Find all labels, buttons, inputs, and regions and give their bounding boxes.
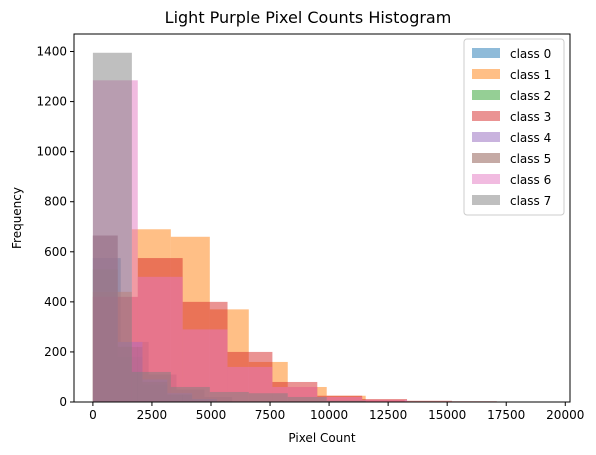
- histogram-bar: [317, 396, 363, 402]
- legend-item: class 7: [472, 194, 551, 208]
- legend-item: class 4: [472, 131, 551, 145]
- chart-title: Light Purple Pixel Counts Histogram: [165, 8, 452, 27]
- legend-label: class 0: [510, 47, 551, 61]
- y-tick-label: 1200: [36, 95, 67, 109]
- legend-item: class 3: [472, 110, 551, 124]
- legend-label: class 7: [510, 194, 551, 208]
- legend-item: class 0: [472, 47, 551, 61]
- histogram-bar: [131, 371, 171, 402]
- legend-label: class 6: [510, 173, 551, 187]
- x-tick-label: 17500: [487, 408, 525, 422]
- legend-swatch: [472, 153, 500, 163]
- x-axis-label: Pixel Count: [288, 431, 356, 445]
- x-tick-label: 7500: [255, 408, 286, 422]
- legend-item: class 6: [472, 173, 551, 187]
- legend-frame: [463, 38, 565, 216]
- x-tick-label: 0: [89, 408, 97, 422]
- legend-item: class 5: [472, 152, 551, 166]
- x-tick-label: 2500: [137, 408, 168, 422]
- y-tick-label: 1000: [36, 145, 67, 159]
- y-tick-label: 200: [44, 345, 67, 359]
- legend-swatch: [472, 195, 500, 205]
- y-axis: 0 200 400 600 800 1000 1200 1400: [36, 45, 74, 409]
- legend-swatch: [472, 111, 500, 121]
- histogram-bar: [170, 386, 210, 402]
- y-tick-label: 600: [44, 245, 67, 259]
- legend-swatch: [472, 90, 500, 100]
- legend-swatch: [472, 48, 500, 58]
- histogram-bar: [407, 400, 452, 402]
- x-tick-label: 12500: [369, 408, 407, 422]
- legend-label: class 2: [510, 89, 551, 103]
- histogram-bars: [92, 52, 542, 402]
- legend: class 0 class 1 class 2 class 3 class 4 class…: [463, 38, 565, 216]
- y-tick-label: 1400: [36, 45, 67, 59]
- legend-item: class 1: [472, 68, 551, 82]
- legend-swatch: [472, 174, 500, 184]
- y-tick-label: 800: [44, 195, 67, 209]
- legend-swatch: [472, 69, 500, 79]
- histogram-bar: [326, 400, 366, 402]
- histogram-bar: [209, 391, 249, 402]
- y-tick-label: 0: [59, 395, 67, 409]
- legend-item: class 2: [472, 89, 551, 103]
- y-axis-label: Frequency: [10, 187, 24, 249]
- legend-label: class 3: [510, 110, 551, 124]
- x-tick-label: 20000: [546, 408, 584, 422]
- x-tick-label: 5000: [196, 408, 227, 422]
- histogram-bar: [362, 400, 408, 402]
- x-axis: 0 2500 5000 7500 10000 12500 15000 17500 20000: [89, 402, 584, 422]
- y-tick-label: 400: [44, 295, 67, 309]
- x-tick-label: 15000: [428, 408, 466, 422]
- legend-label: class 4: [510, 131, 551, 145]
- histogram-bar: [92, 52, 132, 402]
- histogram-bar: [248, 393, 288, 402]
- histogram-bar: [287, 396, 327, 402]
- plot-area-frame: [73, 33, 571, 403]
- legend-swatch: [472, 132, 500, 142]
- x-tick-label: 10000: [310, 408, 348, 422]
- legend-label: class 1: [510, 68, 551, 82]
- series-class-7: [92, 52, 366, 402]
- legend-label: class 5: [510, 152, 551, 166]
